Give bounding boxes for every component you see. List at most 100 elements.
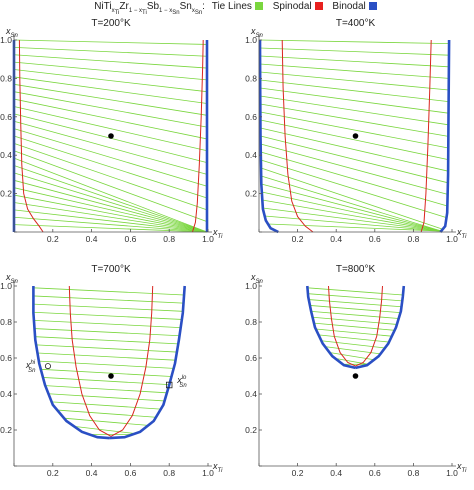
tie-line	[260, 151, 448, 207]
tie-line	[33, 287, 185, 296]
x-tick-label: 0.4	[330, 468, 342, 478]
tie-line	[36, 344, 177, 353]
x-axis-label: xTi	[212, 461, 223, 474]
chart-panel-2: T=400°K0.20.20.40.40.60.60.80.81.01.0xTi…	[245, 18, 467, 244]
y-tick-label: 0.8	[245, 73, 257, 83]
annotation-sup: lo	[182, 375, 187, 381]
tie-line	[13, 76, 208, 104]
binodal-curve-right	[109, 285, 186, 440]
y-tick-label: 0.4	[245, 389, 257, 399]
chart-panel-3: T=700°K0.20.20.40.40.60.60.80.81.01.0xTi…	[0, 264, 223, 478]
tie-line	[63, 417, 149, 426]
y-tick-label: 0.2	[0, 189, 12, 199]
legend-swatch-spinodal	[314, 2, 323, 10]
legend-swatch-binodal	[368, 2, 377, 10]
tie-line	[33, 320, 181, 328]
y-tick-label: 1.0	[245, 35, 257, 45]
tie-line	[259, 47, 450, 56]
tie-line	[13, 91, 208, 128]
panel-title: T=700°K	[91, 264, 131, 275]
tie-line	[13, 172, 208, 233]
tie-line	[51, 401, 161, 410]
x-tick-label: 0.6	[369, 468, 381, 478]
y-tick-label: 1.0	[245, 281, 257, 291]
x-tick-label: 0.4	[86, 234, 98, 244]
tie-line	[57, 409, 156, 418]
x-tick-label: 0.6	[124, 468, 136, 478]
alloy-composition-point	[108, 373, 114, 379]
tie-line	[13, 165, 208, 233]
tie-line	[40, 368, 172, 377]
spinodal-curve-left	[18, 39, 44, 233]
x-tick-label: 0.2	[47, 468, 59, 478]
tie-line	[13, 179, 208, 233]
y-axis-label-sub: Sn	[11, 279, 19, 285]
x-axis-label-sub: Ti	[218, 234, 224, 240]
tie-line	[35, 336, 179, 345]
tie-line	[13, 202, 208, 233]
x-tick-label: 0.2	[47, 234, 59, 244]
y-tick-label: 0.4	[0, 389, 12, 399]
y-tick-label: 0.8	[0, 317, 12, 327]
tie-line	[335, 358, 369, 365]
spinodal-curve-right	[420, 39, 432, 233]
tie-line	[262, 207, 442, 232]
annotation-sup: hi	[30, 360, 35, 366]
annotation-sub: Sn	[28, 368, 36, 374]
tie-line	[313, 322, 395, 331]
tie-line	[308, 299, 402, 308]
y-tick-label: 0.4	[0, 150, 12, 160]
binodal-curve-right	[355, 285, 406, 370]
tie-line	[260, 71, 449, 91]
tie-line	[260, 135, 449, 184]
tie-line	[37, 352, 176, 361]
tie-line	[260, 167, 443, 230]
binodal-curve-left	[306, 285, 356, 370]
y-tick-label: 0.6	[0, 112, 12, 122]
panel-title: T=800°K	[336, 264, 376, 275]
chart-legend: NiTixTiZr1 − xTiSb1 − xSnSnxSn: Tie Line…	[0, 0, 474, 17]
x-tick-label: 0.2	[292, 234, 304, 244]
tie-line	[311, 310, 399, 319]
x-tick-label: 1.0	[202, 468, 214, 478]
y-tick-label: 0.2	[0, 425, 12, 435]
tie-line	[13, 209, 208, 233]
tie-line	[260, 63, 449, 79]
panel-title: T=200°K	[91, 18, 131, 29]
tie-line	[321, 340, 386, 349]
annotation-sub: Sn	[179, 383, 187, 389]
y-tick-label: 0.6	[0, 353, 12, 363]
tie-line	[309, 305, 401, 314]
x-tick-label: 0.6	[369, 234, 381, 244]
legend-title: NiTixTiZr1 − xTiSb1 − xSnSnxSn:	[94, 1, 205, 17]
tie-line	[260, 119, 449, 160]
tie-line	[13, 46, 208, 57]
binodal-curve-left	[32, 286, 110, 440]
tie-line	[13, 150, 208, 223]
tie-line	[13, 143, 208, 211]
y-tick-label: 1.0	[0, 281, 12, 291]
tie-line	[13, 216, 208, 233]
y-axis-label-sub: Sn	[11, 33, 19, 39]
tie-line	[260, 79, 449, 102]
alloy-composition-point	[108, 133, 114, 139]
tie-line	[33, 303, 183, 312]
tie-line	[259, 39, 450, 44]
tie-line	[42, 377, 170, 386]
tie-line	[307, 287, 403, 296]
tie-line	[261, 175, 442, 232]
y-tick-label: 0.8	[245, 317, 257, 327]
chart-panel-1: T=200°K0.20.20.40.40.60.60.80.81.01.0xTi…	[0, 18, 223, 244]
y-tick-label: 1.0	[0, 35, 12, 45]
tie-line	[260, 159, 447, 218]
x-tick-label: 0.6	[124, 234, 136, 244]
tie-line	[13, 194, 208, 233]
x-tick-label: 0.4	[86, 468, 98, 478]
tie-line	[13, 157, 208, 233]
tie-line	[260, 55, 449, 68]
x-axis-label-sub: Ti	[462, 234, 468, 240]
alloy-composition-point	[352, 133, 359, 139]
y-tick-label: 0.6	[245, 112, 257, 122]
tie-line	[74, 425, 136, 434]
y-axis-label-sub: Sn	[256, 33, 264, 39]
